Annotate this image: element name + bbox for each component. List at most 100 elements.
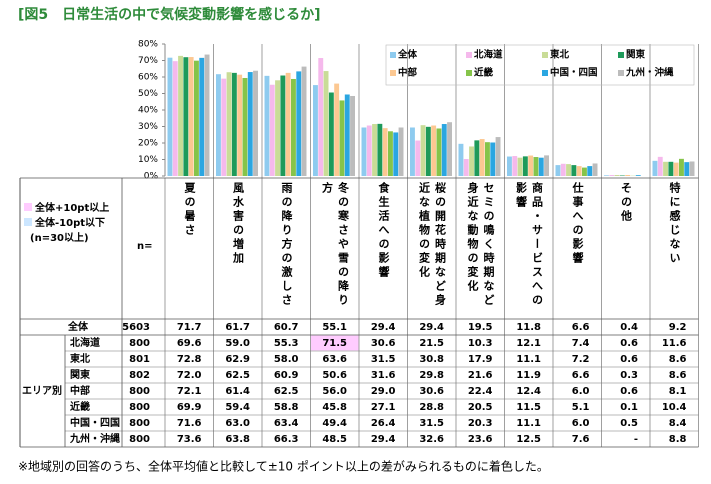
bar [393,132,399,176]
table-cell: 29.0 [371,386,396,397]
bar [668,161,674,176]
n-value: 800 [129,434,150,445]
bar [415,140,421,176]
bar [226,72,232,176]
table-cell: 60.7 [274,322,299,333]
column-header: 食生活への影響 [359,182,407,316]
table-cell: 59.0 [225,338,250,349]
footnote: ※地域別の回答のうち、全体平均値と比較して±10 ポイント以上の差がみられるもの… [18,459,549,474]
table-cell: 55.3 [274,338,299,349]
bar [361,127,367,176]
bar [571,165,577,176]
bar [178,55,183,176]
table-cell: 59.4 [225,402,250,413]
table-cell: 8.6 [669,354,687,365]
bar [679,158,684,176]
table-cell: 62.5 [274,386,299,397]
column-header: 冬の寒さや雪の降り方 [311,182,359,316]
table-cell: 29.4 [419,322,444,333]
bar [216,74,221,176]
y-tick-label: 30% [138,122,158,132]
bar [625,175,631,176]
table-cell: 22.4 [468,386,493,397]
legend-label: 中部 [398,67,418,79]
table-cell: 48.5 [322,434,347,445]
column-header: 特に感じない [650,182,698,316]
legend-label: 全体 [397,49,418,61]
table-cell: 66.3 [274,434,299,445]
y-tick-label: 60% [138,73,158,83]
table-cell: 8.1 [669,386,687,397]
bar [538,157,544,176]
bar [388,131,393,176]
column-header-text: その他 [619,182,633,224]
bar [566,164,571,176]
n-value: 801 [129,354,150,365]
n-value: 800 [129,338,150,349]
column-header-text: 冬の寒さや雪の降り方 [320,182,350,308]
bar [247,72,253,176]
table-cell: 63.6 [322,354,347,365]
table-cell: 9.2 [669,322,687,333]
table-cell: 11.1 [516,354,541,365]
bar [398,127,404,176]
table-cell: 69.9 [177,402,202,413]
bar [463,159,469,176]
y-tick-label: 40% [138,106,158,116]
bar [323,71,329,176]
n-value: 5603 [122,322,150,333]
legend-label: 九州・沖縄 [625,67,674,79]
legend-label: 近畿 [474,67,494,79]
legend-swatch [466,52,472,58]
y-tick-label: 70% [138,56,158,66]
bar [469,146,474,176]
table-cell: 0.3 [620,370,638,381]
bar [242,77,248,176]
table-cell: 72.1 [177,386,202,397]
bar [264,75,270,176]
y-tick-label: 50% [138,89,158,99]
n-value: 800 [129,386,150,397]
bar [436,128,442,176]
bar [199,57,205,176]
table-cell: 31.5 [371,354,396,365]
table-cell: 32.6 [419,434,444,445]
bar [188,57,194,176]
bar [275,80,280,176]
table-cell: 6.0 [572,386,590,397]
bar [420,125,426,176]
bar [328,92,334,176]
table-cell: 58.0 [274,354,299,365]
column-header: その他 [602,182,650,316]
column-header-text: 桜の開花時期など身近な植物の変化 [417,182,447,308]
bar [441,124,447,176]
bar [301,66,307,176]
bar [560,163,566,176]
column-header-text: 仕事への影響 [571,182,584,266]
y-tick-label: 80% [138,40,158,50]
bar [663,161,668,176]
bar [172,61,178,176]
bar [366,125,372,176]
bar [344,94,350,176]
table-cell: 29.4 [371,434,396,445]
table-cell: 63.0 [225,418,250,429]
table-cell: 69.6 [177,338,202,349]
bar [296,71,302,176]
row-label: 九州・沖縄 [69,432,120,445]
legend-label: 関東 [626,49,646,61]
bar [614,175,620,176]
column-header-text: 特に感じない [668,182,681,266]
table-cell: 20.3 [468,418,493,429]
table-cell: 21.6 [468,370,493,381]
column-header: 夏の暑さ [165,182,213,316]
table-cell: 8.6 [669,370,687,381]
bar [517,157,523,176]
bar [382,128,388,176]
table-cell: 31.6 [371,370,396,381]
bar [495,137,501,176]
table-cell: 63.8 [225,434,250,445]
bar [313,85,318,176]
column-header-text: 食生活への影響 [377,182,390,280]
